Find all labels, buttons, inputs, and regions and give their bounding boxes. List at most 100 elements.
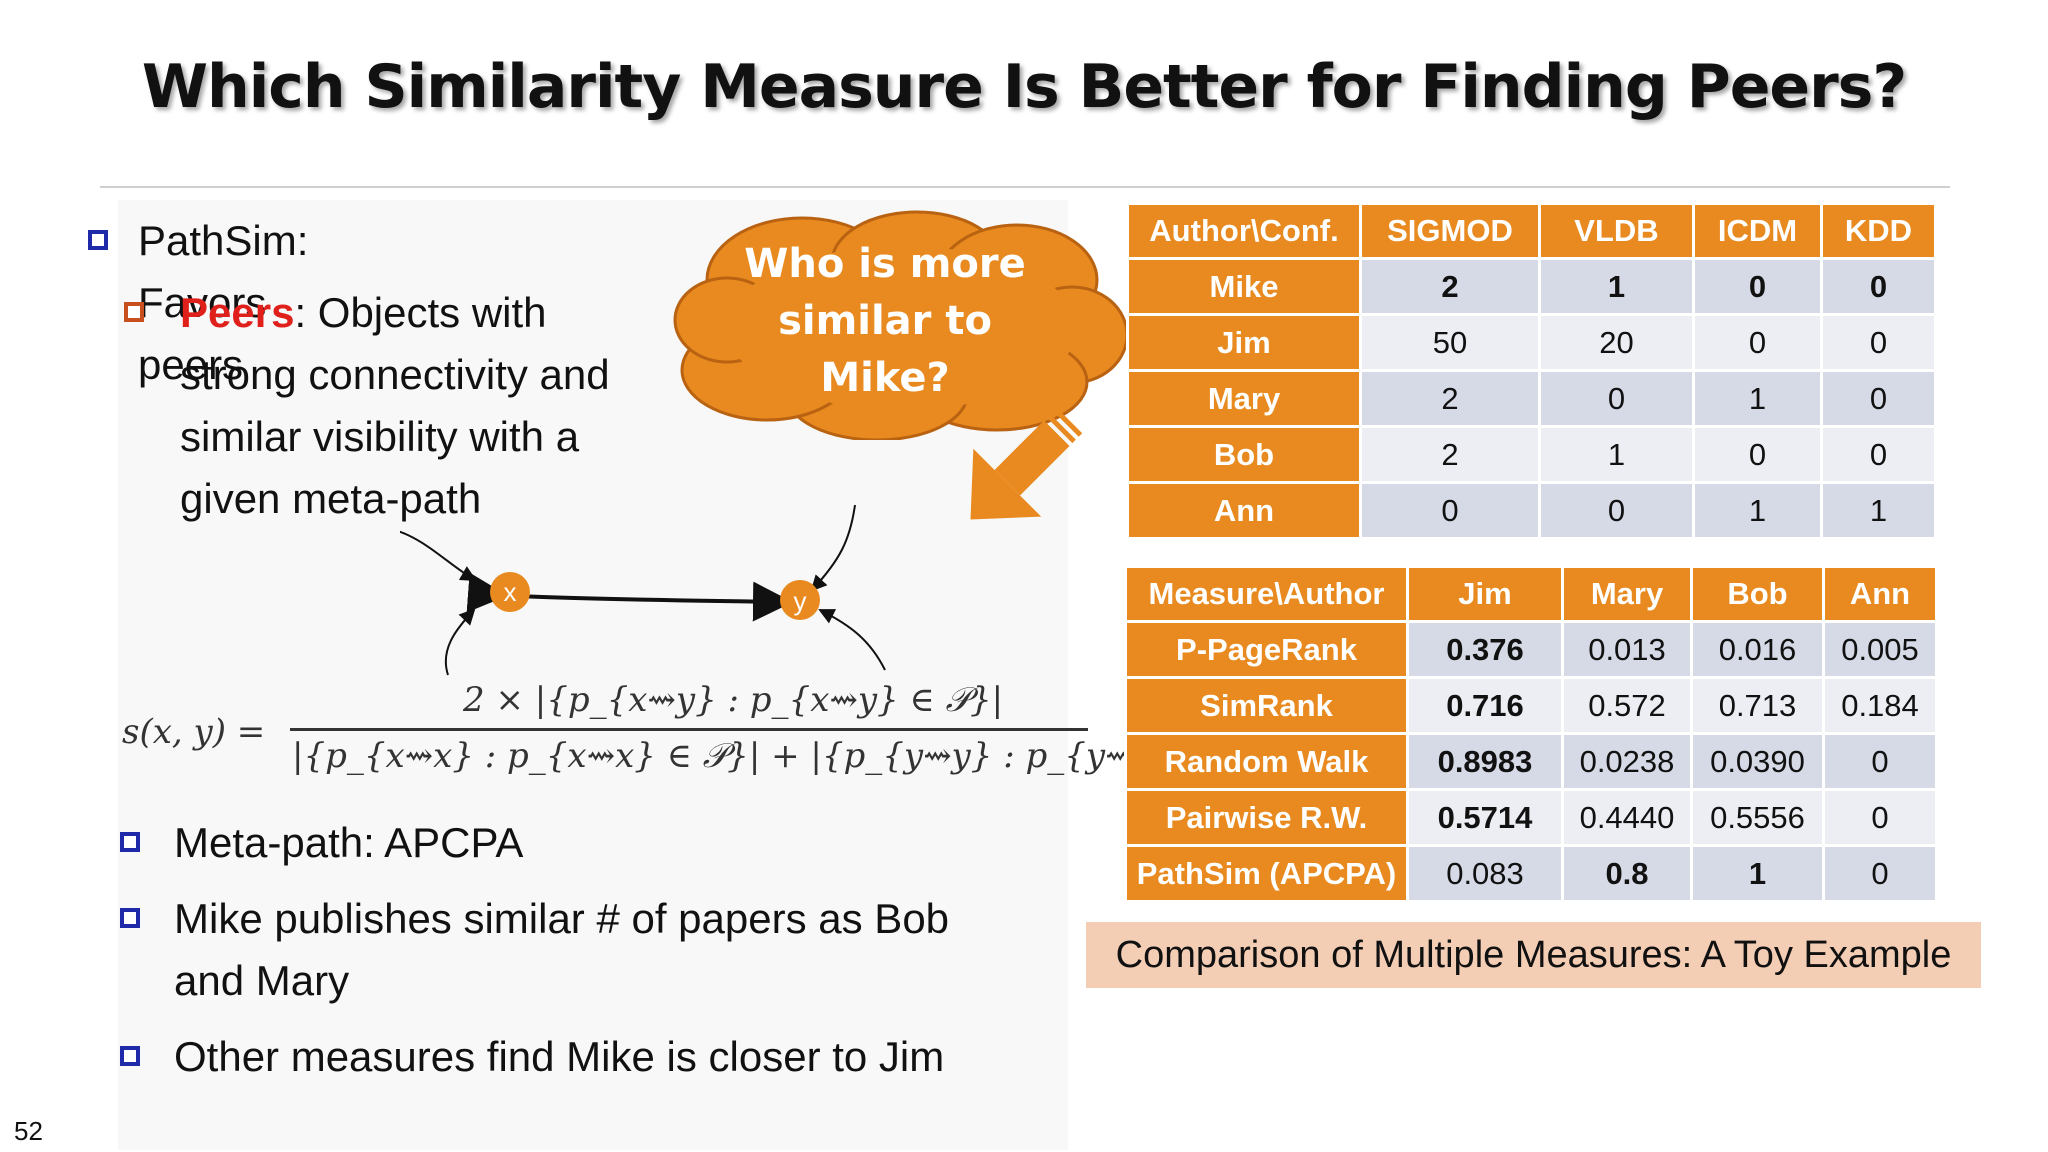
table-cell: 2 [1359, 257, 1541, 316]
peers-line-4: given meta-path [180, 475, 482, 522]
measure-comparison-table: Measure\Author Jim Mary Bob Ann P-PageRa… [1124, 565, 1938, 903]
checkbox-bullet-icon [120, 1046, 140, 1066]
table-cell: 0 [1820, 369, 1937, 428]
col-header: Bob [1690, 565, 1825, 623]
table-cell: 1 [1690, 844, 1825, 903]
row-header: Mike [1126, 257, 1362, 316]
table-cell: 0 [1820, 257, 1937, 316]
table-cell: 0.016 [1690, 620, 1825, 679]
meta-path-diagram: x y [400, 504, 886, 676]
col-header: Mary [1561, 565, 1693, 623]
table-row: Ann 0 0 1 1 [1126, 481, 1937, 540]
formula-lhs: s(x, y) = [122, 712, 266, 752]
cloud-line-2: similar to [778, 298, 992, 344]
table-row: SimRank 0.716 0.572 0.713 0.184 [1124, 676, 1938, 735]
table-cell: 0 [1359, 481, 1541, 540]
table-cell: 0 [1822, 844, 1938, 903]
table-cell: 0.713 [1690, 676, 1825, 735]
col-header: Jim [1406, 565, 1564, 623]
formula-numerator: 2 × |{p_{x⇝y} : p_{x⇝y} ∈ 𝒫}| [463, 680, 1004, 720]
table-cell: 0 [1692, 313, 1823, 372]
bullet-pathsim-text: PathSim: Favors peers [138, 217, 309, 388]
cloud-line-3: Mike? [820, 355, 950, 401]
peers-line-1: : Objects with [294, 289, 547, 336]
row-header: Mary [1126, 369, 1362, 428]
cloud-question: Who is more similar to Mike? [720, 236, 1050, 407]
row-header: P-PageRank [1124, 620, 1409, 679]
table-row: Jim 50 20 0 0 [1126, 313, 1937, 372]
table-cell: 1 [1692, 369, 1823, 428]
table-cell: 20 [1538, 313, 1695, 372]
peers-label: Peers [180, 289, 295, 336]
table-cell: 0.572 [1561, 676, 1693, 735]
title-divider [100, 186, 1950, 188]
table-cell: 1 [1538, 425, 1695, 484]
table-cell: 0 [1820, 313, 1937, 372]
table-cell: 1 [1692, 481, 1823, 540]
checkbox-bullet-icon [120, 908, 140, 928]
table-row: PathSim (APCPA) 0.083 0.8 1 0 [1124, 844, 1938, 903]
table-cell: 0.184 [1822, 676, 1938, 735]
table-cell: 0.0390 [1690, 732, 1825, 791]
table-row-mike: Mike 2 1 0 0 [1126, 257, 1937, 316]
peers-definition: strong connectivity and similar visibili… [180, 344, 610, 530]
slide-title: Which Similarity Measure Is Better for F… [141, 52, 1907, 122]
col-header: Ann [1822, 565, 1938, 623]
row-header: Jim [1126, 313, 1362, 372]
table-cell: 0.4440 [1561, 788, 1693, 847]
table-cell: 0.5714 [1406, 788, 1564, 847]
table-header-row: Measure\Author Jim Mary Bob Ann [1124, 565, 1938, 623]
table-cell: 0.083 [1406, 844, 1564, 903]
table-cell: 0.0238 [1561, 732, 1693, 791]
page-number: 52 [14, 1116, 43, 1146]
table-row: Bob 2 1 0 0 [1126, 425, 1937, 484]
peers-line-3: similar visibility with a [180, 413, 580, 460]
table-cell: 0.376 [1406, 620, 1564, 679]
table-cell: 50 [1359, 313, 1541, 372]
col-header: VLDB [1538, 202, 1695, 260]
table-cell: 0.5556 [1690, 788, 1825, 847]
col-header: KDD [1820, 202, 1937, 260]
table-row: Mary 2 0 1 0 [1126, 369, 1937, 428]
formula-fraction-bar [290, 728, 1088, 731]
checkbox-bullet-icon [120, 832, 140, 852]
table-row: P-PageRank 0.376 0.013 0.016 0.005 [1124, 620, 1938, 679]
table-cell: 0 [1538, 481, 1695, 540]
bullet-mike-line-2: and Mary [174, 957, 350, 1004]
row-header: Pairwise R.W. [1124, 788, 1409, 847]
table-cell: 0 [1538, 369, 1695, 428]
row-header: PathSim (APCPA) [1124, 844, 1409, 903]
col-header: Measure\Author [1124, 565, 1409, 623]
table-header-row: Author\Conf. SIGMOD VLDB ICDM KDD [1126, 202, 1937, 260]
table-cell: 0.716 [1406, 676, 1564, 735]
table-cell: 1 [1538, 257, 1695, 316]
row-header: Ann [1126, 481, 1362, 540]
table-cell: 0.013 [1561, 620, 1693, 679]
node-x [490, 572, 530, 612]
node-y-label: y [794, 586, 807, 616]
node-y [780, 580, 820, 620]
table-cell: 0.005 [1822, 620, 1938, 679]
checkbox-bullet-icon [88, 230, 108, 250]
col-header: Author\Conf. [1126, 202, 1362, 260]
table-cell: 2 [1359, 369, 1541, 428]
table-cell: 0 [1692, 257, 1823, 316]
node-x-label: x [504, 577, 517, 607]
checkbox-bullet-icon [124, 302, 144, 322]
peers-line-2: strong connectivity and [180, 351, 610, 398]
table-cell: 0.8 [1561, 844, 1693, 903]
col-header: SIGMOD [1359, 202, 1541, 260]
bullet-mike-line-1: Mike publishes similar # of papers as Bo… [174, 895, 950, 942]
table-cell: 0 [1822, 788, 1938, 847]
bullet-other-text: Other measures find Mike is closer to Ji… [174, 1033, 945, 1080]
cloud-line-1: Who is more [744, 241, 1026, 287]
table-row: Pairwise R.W. 0.5714 0.4440 0.5556 0 [1124, 788, 1938, 847]
row-header: Random Walk [1124, 732, 1409, 791]
row-header: Bob [1126, 425, 1362, 484]
table-cell: 1 [1820, 481, 1937, 540]
pointer-arrow-icon [970, 407, 1083, 520]
thought-cloud-shape [673, 210, 1129, 440]
col-header: ICDM [1692, 202, 1823, 260]
table-cell: 0 [1820, 425, 1937, 484]
row-header: SimRank [1124, 676, 1409, 735]
